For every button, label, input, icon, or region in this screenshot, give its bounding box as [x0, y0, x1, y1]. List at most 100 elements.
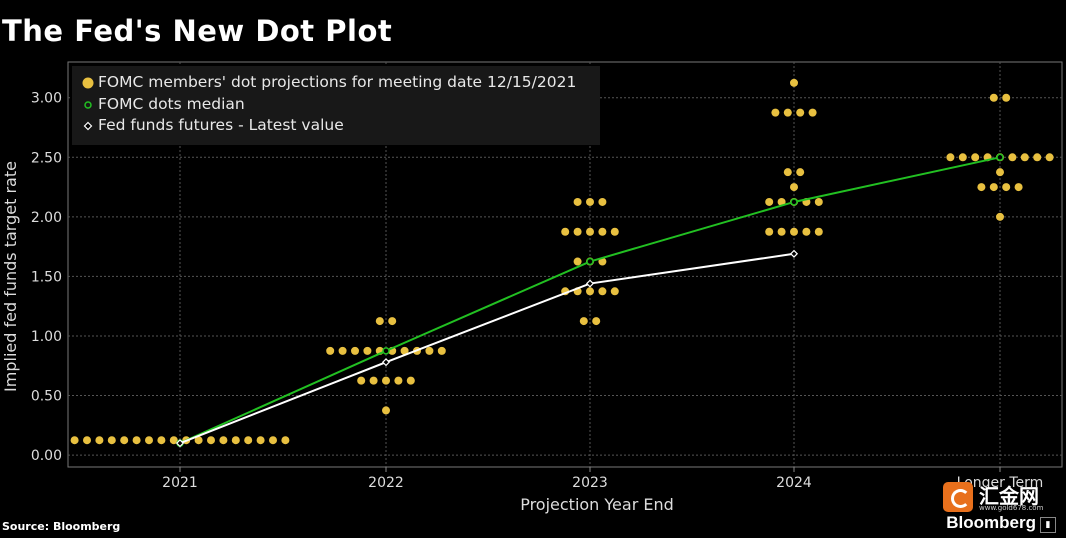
fomc-dot	[777, 227, 786, 236]
fomc-dot	[244, 436, 253, 445]
fomc-dot	[573, 197, 582, 206]
median-point	[586, 257, 594, 266]
dot-symbol-icon	[82, 77, 94, 88]
median-symbol-icon	[84, 100, 92, 109]
fomc-dot	[406, 376, 415, 385]
fomc-dot	[132, 436, 141, 445]
legend-item-dots: FOMC members' dot projections for meetin…	[82, 73, 576, 91]
legend-label-futures: Fed funds futures - Latest value	[98, 116, 344, 134]
x-tick-label: 2022	[368, 475, 404, 491]
fomc-dot	[977, 183, 986, 192]
fomc-dot	[95, 436, 104, 445]
y-tick-label: 1.50	[31, 269, 62, 285]
chart-title: The Fed's New Dot Plot	[2, 14, 393, 48]
plot-frame	[67, 61, 1063, 468]
fomc-dot	[573, 227, 582, 236]
fomc-dot	[573, 257, 582, 266]
x-axis-title: Projection Year End	[520, 495, 674, 514]
fomc-dot	[796, 168, 805, 177]
fomc-dot	[783, 168, 792, 177]
fomc-dot	[1020, 153, 1029, 162]
median-point	[996, 153, 1004, 162]
fomc-dot	[598, 227, 607, 236]
fomc-dot	[592, 317, 601, 326]
fomc-dot	[989, 93, 998, 102]
fomc-dot	[579, 317, 588, 326]
fomc-dot	[765, 197, 774, 206]
fomc-dot	[269, 436, 277, 445]
fomc-dot	[796, 108, 805, 117]
fomc-dot	[1033, 153, 1042, 162]
fomc-dot	[83, 436, 91, 445]
fomc-dot	[598, 197, 607, 206]
fomc-dot	[958, 153, 967, 162]
futures-point	[585, 279, 595, 288]
fomc-dot	[790, 227, 798, 236]
legend-item-futures: Fed funds futures - Latest value	[82, 116, 344, 134]
fomc-dot	[765, 227, 774, 236]
y-tick-label: 0.00	[31, 448, 62, 464]
fomc-dot	[1008, 153, 1017, 162]
futures-point	[789, 249, 799, 258]
y-tick-label: 1.00	[31, 329, 62, 345]
median-point	[382, 347, 390, 355]
fomc-dot	[326, 346, 335, 355]
y-tick-label: 2.50	[31, 150, 62, 166]
fomc-dot	[425, 346, 434, 355]
fomc-dot	[783, 108, 792, 117]
futures-point	[381, 358, 391, 367]
fomc-dot	[1002, 183, 1011, 192]
x-tick-label: 2024	[776, 475, 812, 491]
fomc-dot	[363, 346, 372, 355]
x-tick-label: 2021	[162, 475, 198, 491]
fomc-dot	[586, 227, 594, 236]
fomc-dot	[256, 436, 265, 445]
fomc-dot	[814, 227, 823, 236]
fomc-dot	[281, 436, 290, 445]
bloomberg-chart-icon: ▮	[1040, 517, 1056, 533]
fomc-dot	[1014, 183, 1023, 192]
fomc-dot	[207, 436, 215, 445]
fomc-dot	[946, 153, 955, 162]
diamond-symbol-icon	[83, 121, 93, 130]
x-tick-label: Longer Term	[957, 475, 1044, 491]
fomc-dot	[1002, 93, 1011, 102]
fomc-dot	[169, 436, 178, 445]
watermark-logo-icon	[943, 482, 973, 512]
source-note: Source: Bloomberg	[2, 520, 121, 533]
legend-label-dots: FOMC members' dot projections for meetin…	[98, 73, 577, 91]
median-point	[790, 198, 798, 206]
fomc-dot	[338, 346, 347, 355]
fomc-dot	[771, 108, 780, 117]
fomc-dot	[157, 436, 166, 445]
legend-item-median: FOMC dots median	[82, 95, 245, 113]
fomc-dot	[1045, 153, 1054, 162]
fomc-dot	[375, 317, 384, 326]
fomc-dot	[70, 436, 79, 445]
watermark-url: www.gold678.com	[979, 504, 1044, 512]
watermark: 汇金网 www.gold678.com	[943, 480, 1061, 514]
fomc-dot	[790, 183, 798, 192]
futures-point	[175, 439, 185, 448]
brand-name: Bloomberg	[946, 513, 1036, 532]
fomc-dot	[996, 168, 1004, 177]
y-tick-label: 3.00	[31, 91, 62, 107]
fomc-dot	[996, 212, 1004, 221]
fomc-dot	[437, 346, 446, 355]
y-axis-title: Implied fed funds target rate	[1, 161, 20, 392]
fomc-dot	[394, 376, 403, 385]
fomc-dot	[610, 287, 619, 296]
fomc-dot	[610, 227, 619, 236]
y-tick-label: 0.50	[31, 389, 62, 405]
fomc-dot	[814, 197, 823, 206]
fomc-dot	[231, 436, 240, 445]
chart-legend: FOMC members' dot projections for meetin…	[72, 66, 600, 145]
fomc-dot	[598, 287, 607, 296]
fomc-dot	[971, 153, 980, 162]
fomc-dot	[219, 436, 228, 445]
futures-line	[179, 252, 795, 445]
fomc-dot	[382, 406, 390, 415]
y-tick-label: 2.00	[31, 210, 62, 226]
fomc-dot	[369, 376, 378, 385]
